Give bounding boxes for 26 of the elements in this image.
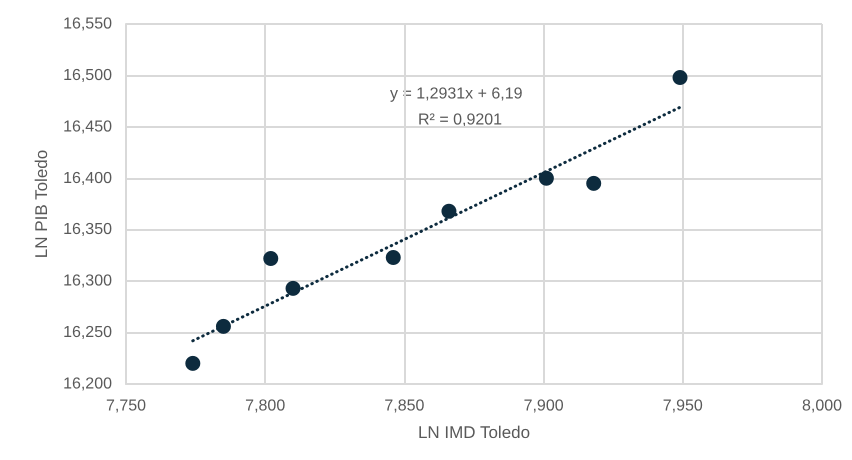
y-axis-title: LN PIB Toledo: [32, 150, 51, 258]
point: [185, 356, 200, 371]
x-axis-title: LN IMD Toledo: [418, 423, 530, 442]
point: [586, 176, 602, 191]
y-tick-label: 16,500: [63, 66, 112, 84]
point: [538, 170, 554, 186]
x-tick-label: 8,000: [802, 398, 842, 414]
x-tick-label: 7,900: [524, 398, 564, 414]
point: [441, 204, 456, 219]
point: [263, 251, 278, 266]
y-tick-label: 16,450: [63, 118, 112, 136]
x-tick-label: 7,950: [662, 398, 703, 414]
annotation: R² = 0,9201: [418, 112, 502, 128]
x-tick-label: 7,750: [106, 398, 146, 414]
y-tick-label: 16,400: [63, 170, 112, 187]
y-tick-label: 16,550: [63, 16, 112, 32]
y-tick-label: 16,300: [63, 272, 112, 290]
y-tick-label: 16,350: [63, 221, 112, 238]
point: [216, 318, 231, 334]
point: [672, 70, 688, 85]
point: [286, 280, 301, 296]
x-tick-label: 7,850: [384, 398, 425, 414]
y-tick-label: 16,250: [63, 324, 112, 342]
point: [386, 250, 401, 265]
x-tick-label: 7,800: [245, 398, 286, 414]
y-tick-label: 16,200: [63, 376, 112, 392]
